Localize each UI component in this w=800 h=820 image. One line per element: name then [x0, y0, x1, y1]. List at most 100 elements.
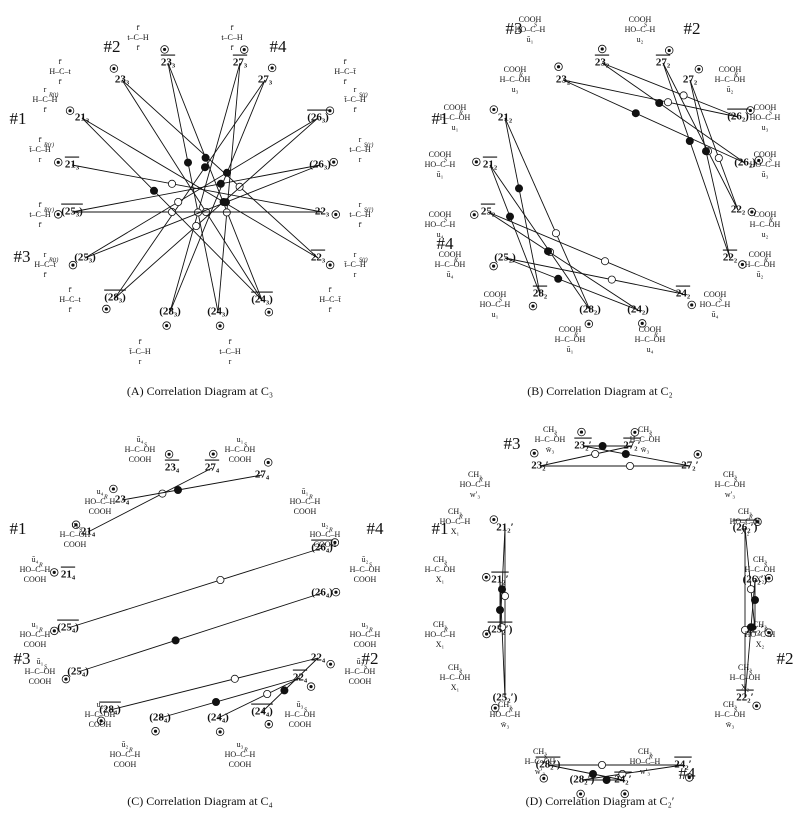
circled-dot-core [71, 264, 74, 267]
open-dot [552, 230, 559, 237]
structure-top: COOH [559, 325, 582, 334]
node-label: 22₂ [723, 252, 738, 264]
stereo-label: R [478, 477, 483, 483]
structure-bottom: ū₁ [567, 345, 574, 354]
structure-bottom: COOH [89, 507, 112, 516]
structure-top: u₄ [97, 487, 104, 496]
structure-bottom: X₂ [741, 683, 750, 692]
circled-dot-core [587, 322, 590, 325]
structure-bottom: r [229, 357, 232, 366]
structure-main: HO–C–H [425, 160, 456, 169]
circled-dot-core [755, 704, 758, 707]
stereo-label: S [499, 297, 502, 303]
structure-main: HO–C–H [480, 300, 511, 309]
structure-top: u₄ [72, 520, 79, 529]
node-label: (28₂) [579, 304, 601, 316]
structure-bottom: r̄ [353, 105, 357, 114]
structure-main: HO–C–H [490, 710, 521, 719]
structure-bottom: ū₄ [712, 310, 719, 319]
stereo-label: S(r̄) [364, 206, 373, 213]
structure-main: HO–C–H [310, 530, 341, 539]
open-dot [175, 198, 182, 205]
structure-main: HO–C–H [425, 630, 456, 639]
filled-dot [599, 442, 606, 449]
stereo-label: R [328, 527, 333, 533]
node-label: 27₃ [258, 74, 273, 86]
node-label: 23₂′ [531, 460, 548, 472]
filled-dot [223, 169, 230, 176]
stereo-label: R(t) [48, 256, 58, 263]
filled-dot [686, 137, 693, 144]
node-label: 21₃ [65, 159, 80, 171]
node-label: (24₃) [207, 306, 229, 318]
circled-dot-core [492, 265, 495, 268]
circled-dot-core [533, 452, 536, 455]
node-label: 27₄ [255, 469, 270, 481]
circled-dot-core [165, 324, 168, 327]
stereo-label: R(r) [43, 141, 54, 148]
structure-top: COOH [484, 290, 507, 299]
circled-dot-core [167, 453, 170, 456]
circled-dot-core [163, 48, 166, 51]
structure-bottom: COOH [229, 760, 252, 769]
filled-dot [506, 213, 513, 220]
structure-top: COOH [754, 103, 777, 112]
structure-main: H–C–OH [555, 335, 586, 344]
circled-dot-core [334, 591, 337, 594]
stereo-label: S [734, 707, 737, 713]
open-dot [608, 276, 615, 283]
node-label: 23₂ [595, 57, 610, 69]
circled-dot-core [53, 571, 56, 574]
correlation-line [505, 258, 683, 294]
correlation-line [563, 80, 745, 163]
structure-bottom: w′₃ [470, 490, 481, 499]
structure-bottom: r̄ [43, 105, 47, 114]
group-label: #1 [432, 519, 449, 538]
correlation-line [505, 118, 540, 294]
structure-main: H–C–OH [285, 710, 316, 719]
structure-main: H–C–OH [435, 260, 466, 269]
caption: (A) Correlation Diagram at C₃ [127, 384, 273, 398]
stereo-label: S [534, 22, 537, 28]
structure-main: HO–C–H [290, 497, 321, 506]
circled-dot-core [557, 65, 560, 68]
circled-dot-core [741, 263, 744, 266]
node-label: 27₃ [233, 57, 248, 69]
filled-dot [496, 606, 503, 613]
stereo-label: S [444, 217, 447, 223]
structure-bottom: u₃ [512, 85, 519, 94]
circled-dot-core [57, 213, 60, 216]
circled-dot-core [633, 431, 636, 434]
open-dot [501, 592, 508, 599]
node-label: 27₂′ [681, 460, 698, 472]
figure: 23₃23₃27₃27₃(26₃)(26₃)22₃22₃(24₃)(24₃)(2… [0, 0, 800, 815]
structure-bottom: r̄ [136, 43, 140, 52]
circled-dot-core [601, 47, 604, 50]
structure-top: ū₄ [32, 555, 39, 564]
structure-bottom: u₁ [492, 310, 499, 319]
circled-dot-core [697, 68, 700, 71]
structure-main: H–C–OH [525, 757, 556, 766]
circled-dot-core [112, 67, 115, 70]
structure-bottom: u₄ [647, 345, 654, 354]
node-label: 21₄ [61, 569, 76, 581]
circled-dot-core [271, 66, 274, 69]
structure-bottom: r̄ [328, 305, 332, 314]
node-label: 27₂ [656, 57, 671, 69]
structure-bottom: COOH [294, 507, 317, 516]
stereo-label: S [554, 432, 557, 438]
structure-top: COOH [754, 150, 777, 159]
open-dot [715, 154, 722, 161]
structure-bottom: ū₁ [437, 170, 444, 179]
correlation-line [85, 165, 320, 258]
structure-top: ū₁ [302, 487, 309, 496]
structure-bottom: w′₃ [535, 767, 546, 776]
stereo-label: S [244, 442, 247, 448]
structure-top: u₂ [322, 520, 329, 529]
structure-main: HO–C–H [745, 630, 776, 639]
structure-bottom: r [139, 357, 142, 366]
correlation-line [170, 63, 240, 312]
filled-dot [201, 164, 208, 171]
node-label: (24₄) [207, 712, 229, 724]
circled-dot-core [68, 109, 71, 112]
